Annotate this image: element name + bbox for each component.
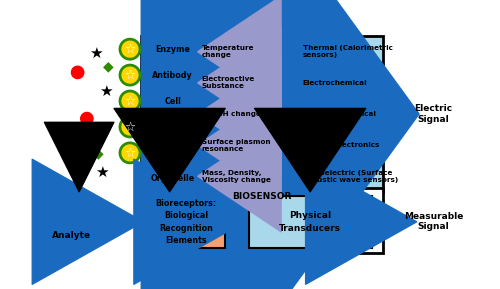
Circle shape: [80, 112, 93, 125]
Circle shape: [120, 65, 140, 85]
Text: ★: ★: [90, 46, 103, 61]
Text: Enzyme: Enzyme: [156, 45, 190, 54]
Circle shape: [72, 66, 84, 79]
Text: ☆: ☆: [124, 95, 136, 108]
Text: Physical
Transducers: Physical Transducers: [279, 211, 341, 233]
Text: Electrochemical: Electrochemical: [302, 80, 367, 86]
Text: ☆: ☆: [124, 146, 136, 159]
Text: ★: ★: [86, 127, 100, 142]
Bar: [147, 196, 226, 248]
Bar: [198, 36, 384, 192]
Text: Electric
Signal: Electric Signal: [414, 104, 453, 124]
Text: ★: ★: [100, 84, 113, 99]
Text: Antibody: Antibody: [152, 71, 193, 79]
Circle shape: [120, 143, 140, 163]
Text: ☆: ☆: [124, 43, 136, 56]
Text: Electroactive
Substance: Electroactive Substance: [202, 76, 255, 89]
Text: Ion/pH change: Ion/pH change: [202, 111, 260, 117]
Text: Analyte: Analyte: [52, 231, 91, 240]
Text: Optical Electronics: Optical Electronics: [302, 142, 379, 148]
Text: ◆: ◆: [93, 146, 104, 160]
Text: Thermal (Calorimetric
sensors): Thermal (Calorimetric sensors): [302, 45, 392, 58]
Text: Bioreceptors:
Biological
Recognition
Elements: Bioreceptors: Biological Recognition Ele…: [156, 199, 216, 245]
Text: ★: ★: [96, 165, 109, 180]
Bar: [141, 188, 384, 253]
Bar: [248, 196, 372, 248]
Text: Tissue: Tissue: [158, 123, 188, 131]
Text: Piezoelectric (Surface
acoustic wave sensors): Piezoelectric (Surface acoustic wave sen…: [302, 170, 398, 183]
Circle shape: [74, 159, 87, 171]
Text: BIOSENSOR: BIOSENSOR: [232, 192, 292, 201]
Text: Electrode, Optical: Electrode, Optical: [302, 111, 376, 117]
Text: Mass, Density,
Viscosity change: Mass, Density, Viscosity change: [202, 170, 270, 183]
Text: ◆: ◆: [103, 59, 114, 73]
Text: ☆: ☆: [124, 121, 136, 134]
Text: Bacteria: Bacteria: [154, 148, 192, 158]
Circle shape: [120, 117, 140, 137]
Text: ☆: ☆: [124, 68, 136, 81]
Text: Measurable
Signal: Measurable Signal: [404, 212, 463, 231]
Circle shape: [120, 91, 140, 111]
Text: Cell: Cell: [164, 97, 181, 105]
Text: Surface plasmon
resonance: Surface plasmon resonance: [202, 139, 270, 152]
Text: Temperature
change: Temperature change: [202, 45, 254, 58]
Text: Organelle: Organelle: [150, 174, 195, 183]
Circle shape: [120, 39, 140, 59]
Bar: [141, 36, 199, 192]
